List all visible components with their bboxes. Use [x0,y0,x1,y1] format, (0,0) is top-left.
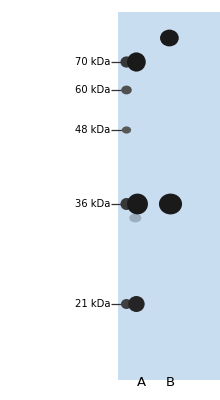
Ellipse shape [121,56,132,68]
Ellipse shape [159,194,182,214]
Ellipse shape [122,126,131,134]
Ellipse shape [128,296,145,312]
Text: 60 kDa: 60 kDa [75,85,110,95]
Ellipse shape [160,30,179,46]
Ellipse shape [127,194,148,214]
Ellipse shape [127,52,146,72]
Ellipse shape [121,198,132,210]
Text: 21 kDa: 21 kDa [75,299,110,309]
Text: A: A [137,376,147,388]
Bar [118,12,220,380]
Text: B: B [166,376,175,388]
Ellipse shape [121,86,132,94]
Text: 36 kDa: 36 kDa [75,199,110,209]
Text: 48 kDa: 48 kDa [75,125,110,135]
Ellipse shape [121,299,132,309]
Ellipse shape [129,214,141,222]
Text: 70 kDa: 70 kDa [75,57,110,67]
